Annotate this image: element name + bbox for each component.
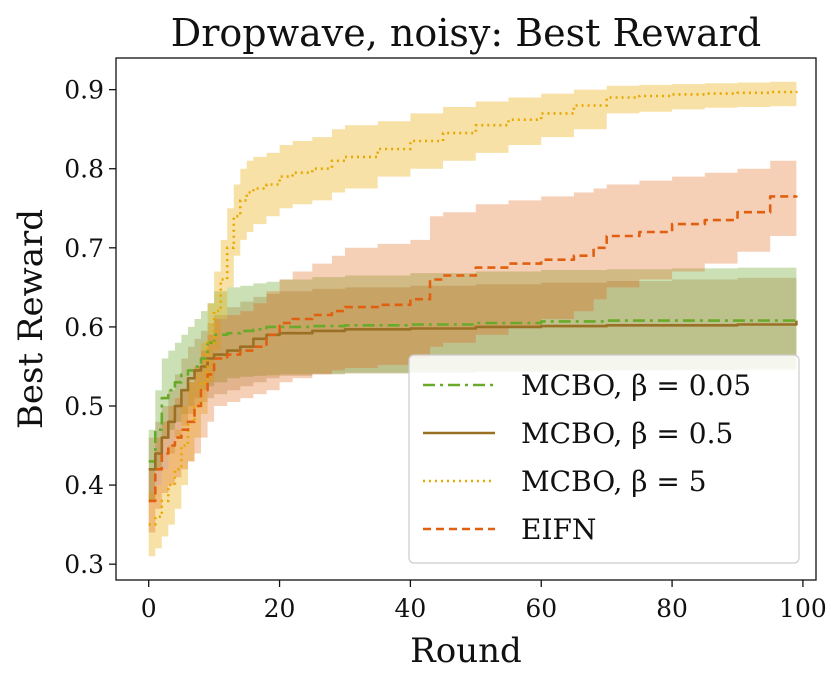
- x-tick-label: 20: [264, 594, 296, 623]
- x-tick-label: 0: [141, 594, 157, 623]
- legend-box: [408, 354, 800, 564]
- legend-label-mcbo-0-05: MCBO, β = 0.05: [521, 369, 751, 402]
- band-mcbo-5: [148, 81, 797, 557]
- legend-label-mcbo-0-5: MCBO, β = 0.5: [521, 417, 733, 450]
- y-tick-label: 0.5: [64, 392, 104, 421]
- y-tick-label: 0.6: [64, 313, 104, 342]
- y-axis-label: Best Reward: [11, 209, 51, 429]
- x-tick-label: 100: [779, 594, 827, 623]
- y-axis-ticks: 0.3 0.4 0.5 0.6 0.7 0.8 0.9: [64, 76, 116, 579]
- y-tick-label: 0.9: [64, 76, 104, 105]
- x-tick-label: 60: [525, 594, 557, 623]
- legend: MCBO, β = 0.05 MCBO, β = 0.5 MCBO, β = 5 EI…: [408, 354, 800, 564]
- y-tick-label: 0.3: [64, 550, 104, 579]
- y-tick-label: 0.4: [64, 471, 104, 500]
- x-axis-label: Round: [410, 631, 522, 671]
- plot-frame: [115, 57, 817, 581]
- legend-label-eifn: EIFN: [521, 513, 596, 546]
- y-tick-label: 0.8: [64, 155, 104, 184]
- x-axis-ticks: 0 20 40 60 80 100: [141, 580, 827, 623]
- legend-label-mcbo-5: MCBO, β = 5: [521, 465, 707, 498]
- band-mcbo-0-5: [148, 275, 797, 501]
- series-line-mcbo-0-5: [148, 320, 798, 471]
- series-lines: [148, 90, 798, 526]
- series-line-mcbo-0-05: [148, 319, 798, 463]
- x-tick-label: 40: [394, 594, 426, 623]
- x-tick-label: 80: [656, 594, 688, 623]
- series-line-eifn: [148, 195, 798, 503]
- chart-title: Dropwave, noisy: Best Reward: [171, 11, 762, 55]
- band-eifn: [148, 159, 797, 533]
- y-tick-label: 0.7: [64, 234, 104, 263]
